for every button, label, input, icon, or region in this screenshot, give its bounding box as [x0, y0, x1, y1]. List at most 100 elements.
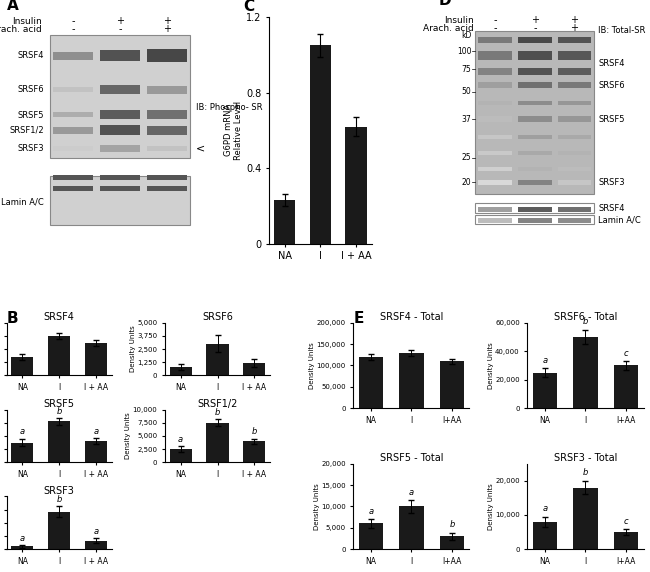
Text: 75: 75	[462, 65, 471, 74]
Bar	[558, 51, 592, 60]
Bar	[558, 151, 592, 155]
Bar	[518, 180, 552, 185]
Text: a: a	[20, 534, 25, 543]
Bar	[478, 167, 512, 170]
Y-axis label: Density Units: Density Units	[129, 325, 136, 372]
Text: -: -	[118, 24, 122, 34]
Text: SRSF4: SRSF4	[17, 51, 44, 60]
Text: <: <	[196, 144, 205, 153]
Bar	[170, 449, 192, 462]
Text: a: a	[369, 507, 373, 516]
Bar	[478, 67, 512, 76]
Bar	[53, 175, 93, 180]
Bar	[53, 127, 93, 134]
Bar	[85, 541, 107, 549]
Text: b: b	[57, 407, 62, 416]
Bar	[274, 200, 295, 244]
Text: 50: 50	[462, 88, 471, 96]
Bar	[399, 506, 424, 549]
Bar	[478, 151, 512, 155]
Bar	[48, 422, 70, 462]
Title: SRSF6: SRSF6	[202, 312, 233, 322]
Bar	[518, 207, 552, 212]
Text: Arach. acid: Arach. acid	[0, 25, 42, 34]
Bar	[170, 367, 192, 375]
Bar	[558, 37, 592, 43]
Text: a: a	[542, 505, 547, 513]
Text: a: a	[20, 427, 25, 436]
Text: IB: Phospho- SR: IB: Phospho- SR	[196, 103, 263, 112]
Text: D: D	[439, 0, 451, 8]
Text: a: a	[94, 527, 99, 536]
Bar	[100, 110, 140, 119]
Bar	[478, 116, 512, 122]
Bar	[478, 82, 512, 88]
Bar	[558, 82, 592, 88]
Text: b: b	[252, 427, 257, 436]
Bar	[478, 37, 512, 43]
Text: Lamin A/C: Lamin A/C	[1, 197, 44, 206]
Y-axis label: Density Units: Density Units	[488, 342, 493, 389]
Bar	[558, 180, 592, 185]
Text: -: -	[533, 23, 537, 33]
Text: -: -	[72, 16, 75, 26]
Text: b: b	[215, 408, 220, 417]
Text: -: -	[493, 15, 497, 25]
Text: b: b	[583, 317, 588, 327]
Text: -: -	[72, 24, 75, 34]
Bar	[558, 135, 592, 139]
Bar	[85, 441, 107, 462]
Bar	[518, 218, 552, 223]
Bar	[533, 522, 557, 549]
Bar	[85, 343, 107, 375]
Bar	[147, 86, 187, 94]
Text: +: +	[571, 23, 578, 33]
Bar	[518, 135, 552, 139]
Text: SRSF6: SRSF6	[599, 81, 625, 90]
Bar	[207, 344, 229, 375]
Text: SRSF5: SRSF5	[599, 114, 625, 124]
Text: kD: kD	[461, 31, 471, 40]
Title: SRSF5 - Total: SRSF5 - Total	[380, 453, 443, 463]
Title: SRSF5: SRSF5	[44, 399, 75, 409]
Text: b: b	[583, 468, 588, 478]
Bar	[478, 218, 512, 223]
Bar	[53, 112, 93, 117]
Bar	[573, 487, 597, 549]
Text: E: E	[354, 311, 364, 327]
Text: b: b	[449, 521, 454, 530]
Text: 25: 25	[462, 153, 471, 162]
Text: +: +	[116, 16, 124, 26]
Bar	[100, 186, 140, 192]
Y-axis label: G6PD mRNA
Relative Level: G6PD mRNA Relative Level	[224, 101, 243, 160]
Bar	[100, 125, 140, 136]
Bar	[243, 441, 265, 462]
Title: SRSF4: SRSF4	[44, 312, 75, 322]
Bar	[440, 537, 464, 549]
Text: +: +	[531, 15, 539, 25]
Bar	[558, 218, 592, 223]
Bar	[48, 511, 70, 549]
Bar	[478, 207, 512, 212]
Bar	[518, 82, 552, 88]
Text: SRSF5: SRSF5	[17, 111, 44, 120]
Bar	[558, 101, 592, 105]
Title: SRSF1/2: SRSF1/2	[198, 399, 238, 409]
Bar	[147, 146, 187, 151]
Text: SRSF4: SRSF4	[599, 59, 625, 68]
Bar	[53, 186, 93, 192]
Bar	[478, 101, 512, 105]
Text: Insulin: Insulin	[444, 16, 473, 25]
Text: +: +	[163, 16, 171, 26]
Text: a: a	[178, 435, 183, 444]
Bar	[533, 372, 557, 408]
Bar	[309, 45, 331, 244]
Text: c: c	[624, 517, 629, 526]
Bar	[518, 167, 552, 170]
Text: -: -	[493, 23, 497, 33]
Text: SRSF3: SRSF3	[17, 144, 44, 153]
Text: SRSF1/2: SRSF1/2	[9, 126, 44, 135]
Title: SRSF4 - Total: SRSF4 - Total	[380, 312, 443, 322]
Bar	[49, 35, 190, 157]
Bar	[100, 85, 140, 94]
